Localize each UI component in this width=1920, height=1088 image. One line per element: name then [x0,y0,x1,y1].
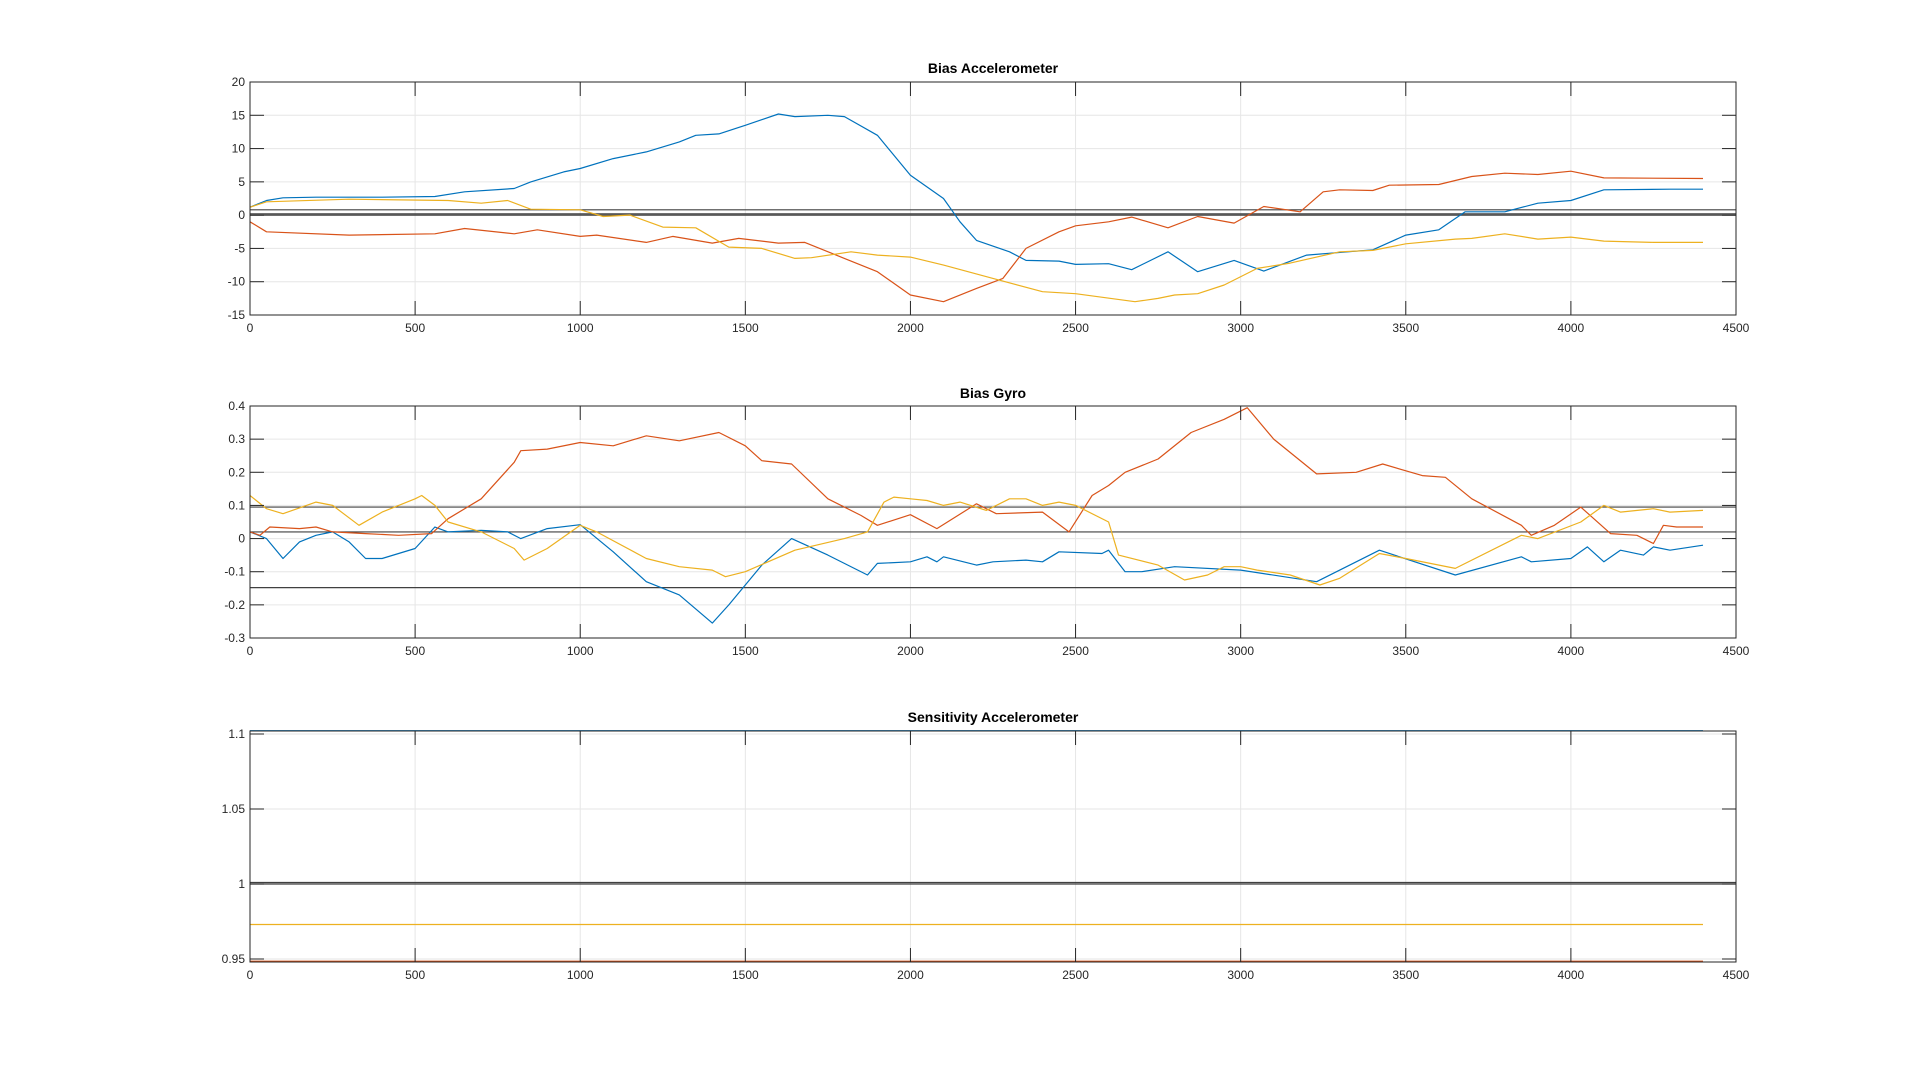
axes-box [249,730,1737,963]
x-tick-label: 0 [247,321,254,335]
y-tick-label: -15 [228,308,246,322]
series-line-3 [249,494,1704,586]
x-tick-label: 3500 [1392,644,1419,658]
x-tick-label: 2500 [1062,644,1089,658]
y-tick-label: 20 [232,75,246,89]
y-tick-label: 0.4 [228,399,245,413]
x-tick-label: 0 [247,968,254,982]
plot-title: Sensitivity Accelerometer [908,709,1079,725]
y-tick-label: 0.2 [228,465,245,479]
x-tick-label: 1500 [732,321,759,335]
axes-box [249,81,1737,316]
axes-box [249,405,1737,639]
x-tick-label: 4500 [1723,321,1750,335]
x-tick-label: 3000 [1227,968,1254,982]
plot-sensitivity-accelerometer: Sensitivity Accelerometer 0 500 1000 1500 20… [222,709,1750,982]
y-tick-label: 1 [238,877,245,891]
x-tick-label: 2500 [1062,321,1089,335]
x-tick-label: 4500 [1723,644,1750,658]
x-tick-label: 3500 [1392,968,1419,982]
y-tick-label: -10 [228,275,246,289]
x-tick-label: 0 [247,644,254,658]
x-tick-label: 1500 [732,968,759,982]
y-tick-label: 0.1 [228,498,245,512]
x-tick-label: 500 [405,644,425,658]
plot-title: Bias Gyro [960,385,1026,401]
x-tick-label: 2000 [897,644,924,658]
x-tick-label: 3000 [1227,321,1254,335]
x-tick-label: 4000 [1558,968,1585,982]
y-tick-label: -0.2 [224,598,245,612]
plot-bias-gyro: Bias Gyro 0 500 1000 1500 2000 2500 3000 3500 40… [224,385,1749,658]
y-tick-label: 0.95 [222,952,246,966]
x-tick-label: 2000 [897,968,924,982]
plot-title: Bias Accelerometer [928,60,1059,76]
y-tick-label: 1.05 [222,802,246,816]
x-tick-label: 500 [405,321,425,335]
x-tick-label: 1000 [567,644,594,658]
x-tick-label: 3500 [1392,321,1419,335]
series-line-1 [249,113,1703,273]
x-tick-label: 1000 [567,968,594,982]
x-tick-label: 500 [405,968,425,982]
x-tick-label: 1500 [732,644,759,658]
series-line-1 [249,524,1704,624]
y-tick-label: 0 [238,532,245,546]
y-tick-label: -0.3 [224,631,245,645]
y-tick-label: 15 [232,108,246,122]
series-line-2 [249,407,1703,545]
x-tick-label: 1000 [567,321,594,335]
y-tick-label: 1.1 [228,727,245,741]
x-tick-label: 4000 [1558,644,1585,658]
x-tick-label: 3000 [1227,644,1254,658]
x-tick-label: 4500 [1723,968,1750,982]
y-tick-label: 5 [238,175,245,189]
x-tick-label: 4000 [1558,321,1585,335]
series-line-2 [249,170,1704,303]
y-tick-label: 10 [232,142,246,156]
y-tick-label: -5 [234,241,245,255]
plot-bias-accelerometer: Bias Accelerometer 0 500 1000 1500 2000 2500 3… [228,60,1750,335]
x-tick-label: 2000 [897,321,924,335]
y-tick-label: 0 [238,208,245,222]
series-line-3 [249,198,1703,303]
y-tick-label: 0.3 [228,432,245,446]
x-tick-label: 2500 [1062,968,1089,982]
y-tick-label: -0.1 [224,565,245,579]
